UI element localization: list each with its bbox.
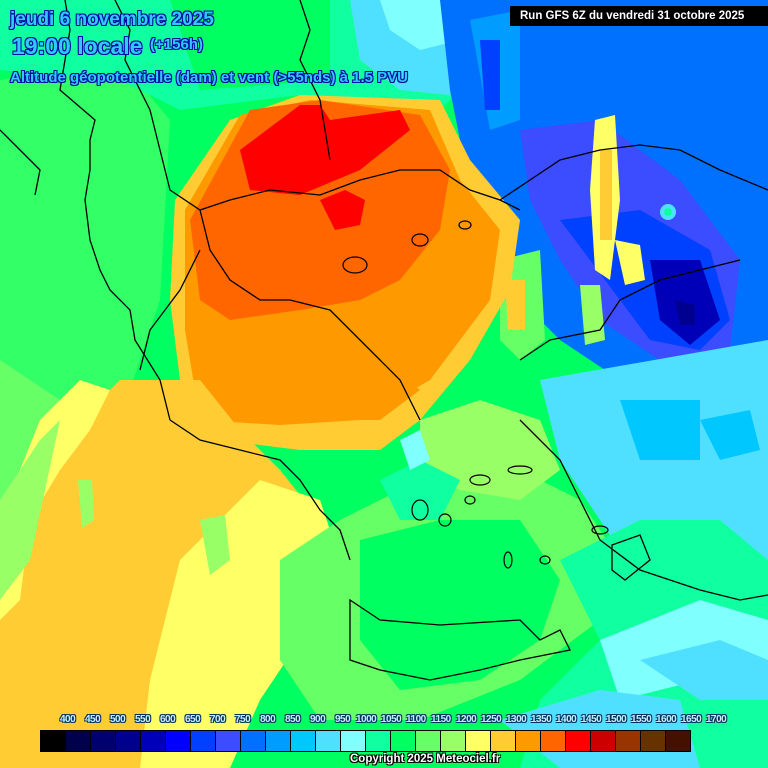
- forecast-time: 19:00 locale: [12, 33, 143, 59]
- colorbar-label: 700: [210, 714, 226, 725]
- colorbar-cell: [441, 731, 466, 751]
- colorbar-label: 1700: [706, 714, 727, 725]
- colorbar-labels: 400 450 500 550 600 650 700 750 800 850 900 950 1000…: [58, 714, 758, 728]
- colorbar-cell: [66, 731, 91, 751]
- forecast-lead-time: (+156h): [150, 36, 203, 53]
- model-run-label: Run GFS 6Z du vendredi 31 octobre 2025: [510, 6, 768, 26]
- colorbar-cell: [566, 731, 591, 751]
- colorbar-cell: [466, 731, 491, 751]
- colorbar-cell: [591, 731, 616, 751]
- colorbar-cell: [416, 731, 441, 751]
- colorbar-label: 1000: [356, 714, 377, 725]
- colorbar-label: 1650: [681, 714, 702, 725]
- colorbar-label: 950: [335, 714, 351, 725]
- colorbar-label: 400: [60, 714, 76, 725]
- colorbar-label: 1100: [406, 714, 426, 725]
- parameter-title: Altitude géopotentielle (dam) et vent (>…: [10, 69, 408, 86]
- colorbar-cell: [266, 731, 291, 751]
- colorbar-label: 650: [185, 714, 201, 725]
- colorbar-cell: [41, 731, 66, 751]
- colorbar-cell: [391, 731, 416, 751]
- colorbar-label: 600: [160, 714, 176, 725]
- colorbar-cell: [91, 731, 116, 751]
- colorbar-cell: [291, 731, 316, 751]
- colorbar-cell: [616, 731, 641, 751]
- colorbar-label: 1400: [556, 714, 577, 725]
- colorbar-cell: [341, 731, 366, 751]
- colorbar-cell: [541, 731, 566, 751]
- colorbar-label: 500: [110, 714, 126, 725]
- colorbar-cell: [491, 731, 516, 751]
- colorbar-label: 1300: [506, 714, 527, 725]
- colorbar-label: 850: [285, 714, 301, 725]
- colorbar-label: 1450: [581, 714, 602, 725]
- colorbar-cell: [116, 731, 141, 751]
- colorbar: [40, 730, 691, 752]
- forecast-date: jeudi 6 novembre 2025: [10, 9, 214, 30]
- colorbar-label: 1500: [606, 714, 627, 725]
- colorbar-label: 1150: [431, 714, 451, 725]
- colorbar-label: 1200: [456, 714, 477, 725]
- colorbar-cell: [216, 731, 241, 751]
- colorbar-cell: [366, 731, 391, 751]
- colorbar-label: 750: [235, 714, 251, 725]
- colorbar-label: 800: [260, 714, 276, 725]
- colorbar-label: 1550: [631, 714, 652, 725]
- colorbar-cell: [166, 731, 191, 751]
- copyright-text: Copyright 2025 Meteociel.fr: [350, 753, 501, 765]
- colorbar-label: 1600: [656, 714, 677, 725]
- colorbar-cell: [191, 731, 216, 751]
- colorbar-cell: [666, 731, 690, 751]
- colorbar-label: 550: [135, 714, 151, 725]
- colorbar-label: 1250: [481, 714, 502, 725]
- colorbar-label: 1350: [531, 714, 552, 725]
- colorbar-label: 450: [85, 714, 101, 725]
- colorbar-cell: [641, 731, 666, 751]
- colorbar-cell: [141, 731, 166, 751]
- colorbar-label: 900: [310, 714, 326, 725]
- colorbar-cell: [241, 731, 266, 751]
- colorbar-cell: [316, 731, 341, 751]
- colorbar-label: 1050: [381, 714, 402, 725]
- colorbar-cell: [516, 731, 541, 751]
